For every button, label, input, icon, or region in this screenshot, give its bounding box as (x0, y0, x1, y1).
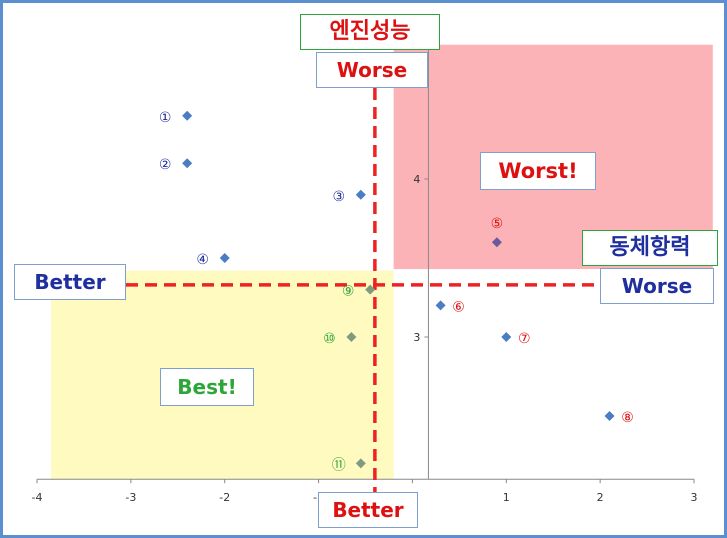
data-point (491, 237, 502, 248)
x-worse-label: Worse (600, 268, 714, 304)
data-point (501, 332, 512, 342)
y-tick-label: 4 (413, 173, 420, 186)
point-label: ⑩ (323, 331, 336, 347)
point-label: ⑤ (491, 216, 504, 232)
point-label: ④ (196, 252, 209, 268)
data-point (219, 253, 230, 263)
data-point (182, 110, 193, 121)
y-tick-label: 3 (413, 331, 420, 344)
point-label: ① (159, 110, 172, 126)
point-label: ③ (333, 189, 346, 205)
point-label: ⑪ (332, 457, 346, 473)
y-axis-title: 엔진성능 (300, 14, 440, 50)
data-point (355, 189, 366, 200)
x-tick-label: 3 (691, 491, 698, 504)
y-better-label: Better (318, 492, 418, 528)
data-point (346, 332, 357, 342)
data-point (365, 284, 376, 295)
data-point (182, 158, 193, 169)
data-point (355, 458, 366, 469)
best-region-label: Best! (160, 368, 254, 406)
x-tick-label: 2 (597, 491, 604, 504)
x-axis-title: 동체항력 (582, 230, 718, 266)
x-tick-label: -4 (32, 491, 43, 504)
point-label: ② (159, 157, 172, 173)
data-point (435, 300, 446, 311)
point-label: ⑨ (342, 284, 355, 300)
point-label: ⑧ (621, 410, 634, 426)
x-tick-label: -2 (219, 491, 230, 504)
point-label: ⑥ (452, 299, 465, 315)
x-tick-label: 1 (503, 491, 510, 504)
x-better-label: Better (14, 264, 126, 300)
x-tick-label: -3 (125, 491, 136, 504)
worst-region-label: Worst! (480, 152, 596, 190)
y-worse-label: Worse (316, 52, 428, 88)
point-label: ⑦ (518, 331, 531, 347)
data-point (604, 411, 615, 421)
